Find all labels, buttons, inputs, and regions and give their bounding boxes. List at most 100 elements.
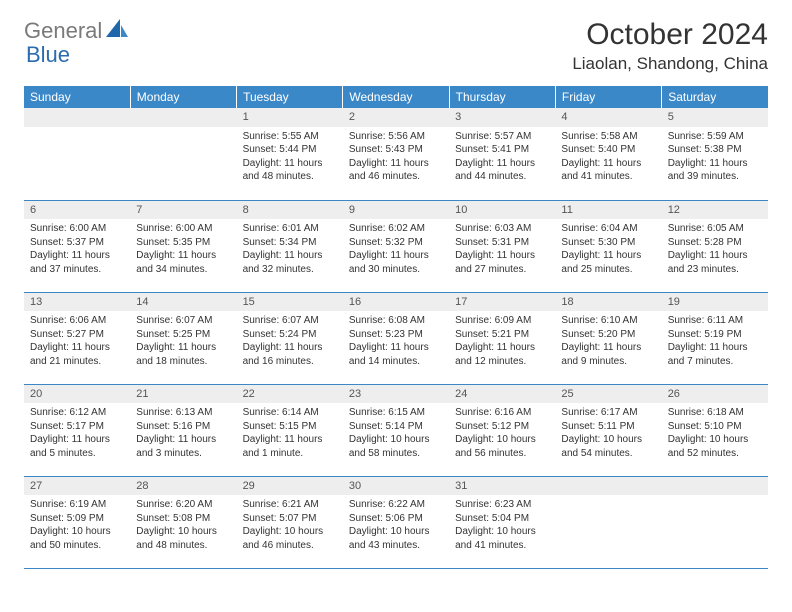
sunset-text: Sunset: 5:07 PM — [243, 512, 337, 526]
daylight-text-2: and 56 minutes. — [455, 447, 549, 461]
sunrise-text: Sunrise: 5:59 AM — [668, 130, 762, 144]
sunrise-text: Sunrise: 6:22 AM — [349, 498, 443, 512]
day-number — [24, 108, 130, 127]
day-number: 11 — [555, 201, 661, 220]
sunrise-text: Sunrise: 6:21 AM — [243, 498, 337, 512]
calendar-cell: 25Sunrise: 6:17 AMSunset: 5:11 PMDayligh… — [555, 384, 661, 476]
day-number: 29 — [237, 477, 343, 496]
calendar-cell: 17Sunrise: 6:09 AMSunset: 5:21 PMDayligh… — [449, 292, 555, 384]
day-number: 6 — [24, 201, 130, 220]
sunrise-text: Sunrise: 6:20 AM — [136, 498, 230, 512]
calendar-cell: 12Sunrise: 6:05 AMSunset: 5:28 PMDayligh… — [662, 200, 768, 292]
day-number: 10 — [449, 201, 555, 220]
daylight-text-2: and 48 minutes. — [136, 539, 230, 553]
calendar-cell: 6Sunrise: 6:00 AMSunset: 5:37 PMDaylight… — [24, 200, 130, 292]
calendar-cell: 10Sunrise: 6:03 AMSunset: 5:31 PMDayligh… — [449, 200, 555, 292]
calendar-cell: 16Sunrise: 6:08 AMSunset: 5:23 PMDayligh… — [343, 292, 449, 384]
daylight-text-2: and 32 minutes. — [243, 263, 337, 277]
location: Liaolan, Shandong, China — [572, 54, 768, 74]
day-number: 18 — [555, 293, 661, 312]
daylight-text-2: and 41 minutes. — [561, 170, 655, 184]
calendar-cell: 9Sunrise: 6:02 AMSunset: 5:32 PMDaylight… — [343, 200, 449, 292]
day-body: Sunrise: 6:03 AMSunset: 5:31 PMDaylight:… — [449, 219, 555, 280]
sunset-text: Sunset: 5:23 PM — [349, 328, 443, 342]
sunset-text: Sunset: 5:37 PM — [30, 236, 124, 250]
day-body: Sunrise: 5:58 AMSunset: 5:40 PMDaylight:… — [555, 127, 661, 188]
daylight-text-1: Daylight: 11 hours — [243, 157, 337, 171]
logo: General — [24, 18, 130, 44]
day-body: Sunrise: 6:20 AMSunset: 5:08 PMDaylight:… — [130, 495, 236, 556]
calendar-cell: 21Sunrise: 6:13 AMSunset: 5:16 PMDayligh… — [130, 384, 236, 476]
day-number: 2 — [343, 108, 449, 127]
sunset-text: Sunset: 5:14 PM — [349, 420, 443, 434]
daylight-text-2: and 39 minutes. — [668, 170, 762, 184]
calendar-cell: 27Sunrise: 6:19 AMSunset: 5:09 PMDayligh… — [24, 476, 130, 568]
daylight-text-2: and 48 minutes. — [243, 170, 337, 184]
daylight-text-2: and 18 minutes. — [136, 355, 230, 369]
day-number — [130, 108, 236, 127]
daylight-text-1: Daylight: 10 hours — [30, 525, 124, 539]
sunrise-text: Sunrise: 6:08 AM — [349, 314, 443, 328]
day-body: Sunrise: 5:59 AMSunset: 5:38 PMDaylight:… — [662, 127, 768, 188]
calendar-cell: 4Sunrise: 5:58 AMSunset: 5:40 PMDaylight… — [555, 108, 661, 200]
day-body: Sunrise: 6:02 AMSunset: 5:32 PMDaylight:… — [343, 219, 449, 280]
sunrise-text: Sunrise: 6:10 AM — [561, 314, 655, 328]
sunset-text: Sunset: 5:04 PM — [455, 512, 549, 526]
day-body: Sunrise: 5:56 AMSunset: 5:43 PMDaylight:… — [343, 127, 449, 188]
day-body: Sunrise: 6:18 AMSunset: 5:10 PMDaylight:… — [662, 403, 768, 464]
day-number: 22 — [237, 385, 343, 404]
day-number: 3 — [449, 108, 555, 127]
daylight-text-2: and 30 minutes. — [349, 263, 443, 277]
sunrise-text: Sunrise: 6:09 AM — [455, 314, 549, 328]
day-number: 25 — [555, 385, 661, 404]
logo-sail-icon — [106, 19, 128, 44]
day-body: Sunrise: 6:19 AMSunset: 5:09 PMDaylight:… — [24, 495, 130, 556]
daylight-text-1: Daylight: 11 hours — [668, 157, 762, 171]
day-body: Sunrise: 6:10 AMSunset: 5:20 PMDaylight:… — [555, 311, 661, 372]
sunset-text: Sunset: 5:20 PM — [561, 328, 655, 342]
calendar-cell: 23Sunrise: 6:15 AMSunset: 5:14 PMDayligh… — [343, 384, 449, 476]
sunset-text: Sunset: 5:32 PM — [349, 236, 443, 250]
day-number: 4 — [555, 108, 661, 127]
daylight-text-1: Daylight: 11 hours — [349, 341, 443, 355]
sunset-text: Sunset: 5:24 PM — [243, 328, 337, 342]
daylight-text-1: Daylight: 11 hours — [136, 433, 230, 447]
logo-text-blue: Blue — [26, 42, 70, 67]
day-body: Sunrise: 6:00 AMSunset: 5:37 PMDaylight:… — [24, 219, 130, 280]
daylight-text-1: Daylight: 10 hours — [349, 433, 443, 447]
day-body: Sunrise: 6:01 AMSunset: 5:34 PMDaylight:… — [237, 219, 343, 280]
day-body: Sunrise: 6:15 AMSunset: 5:14 PMDaylight:… — [343, 403, 449, 464]
sunrise-text: Sunrise: 6:23 AM — [455, 498, 549, 512]
sunrise-text: Sunrise: 5:55 AM — [243, 130, 337, 144]
daylight-text-2: and 7 minutes. — [668, 355, 762, 369]
calendar-body: 1Sunrise: 5:55 AMSunset: 5:44 PMDaylight… — [24, 108, 768, 568]
sunrise-text: Sunrise: 6:03 AM — [455, 222, 549, 236]
day-body: Sunrise: 6:11 AMSunset: 5:19 PMDaylight:… — [662, 311, 768, 372]
day-body: Sunrise: 6:07 AMSunset: 5:24 PMDaylight:… — [237, 311, 343, 372]
day-number: 23 — [343, 385, 449, 404]
daylight-text-1: Daylight: 10 hours — [349, 525, 443, 539]
daylight-text-1: Daylight: 10 hours — [455, 525, 549, 539]
calendar-cell: 13Sunrise: 6:06 AMSunset: 5:27 PMDayligh… — [24, 292, 130, 384]
day-number: 15 — [237, 293, 343, 312]
dow-header: Monday — [130, 86, 236, 108]
daylight-text-1: Daylight: 11 hours — [349, 157, 443, 171]
sunrise-text: Sunrise: 6:16 AM — [455, 406, 549, 420]
calendar-cell — [24, 108, 130, 200]
sunset-text: Sunset: 5:08 PM — [136, 512, 230, 526]
sunrise-text: Sunrise: 6:07 AM — [243, 314, 337, 328]
daylight-text-2: and 14 minutes. — [349, 355, 443, 369]
sunrise-text: Sunrise: 6:13 AM — [136, 406, 230, 420]
sunrise-text: Sunrise: 6:12 AM — [30, 406, 124, 420]
day-body: Sunrise: 5:55 AMSunset: 5:44 PMDaylight:… — [237, 127, 343, 188]
sunrise-text: Sunrise: 6:06 AM — [30, 314, 124, 328]
day-number: 26 — [662, 385, 768, 404]
daylight-text-2: and 23 minutes. — [668, 263, 762, 277]
day-body: Sunrise: 6:06 AMSunset: 5:27 PMDaylight:… — [24, 311, 130, 372]
daylight-text-1: Daylight: 11 hours — [668, 341, 762, 355]
sunset-text: Sunset: 5:15 PM — [243, 420, 337, 434]
calendar-cell: 15Sunrise: 6:07 AMSunset: 5:24 PMDayligh… — [237, 292, 343, 384]
day-number: 19 — [662, 293, 768, 312]
calendar-cell: 22Sunrise: 6:14 AMSunset: 5:15 PMDayligh… — [237, 384, 343, 476]
daylight-text-2: and 50 minutes. — [30, 539, 124, 553]
